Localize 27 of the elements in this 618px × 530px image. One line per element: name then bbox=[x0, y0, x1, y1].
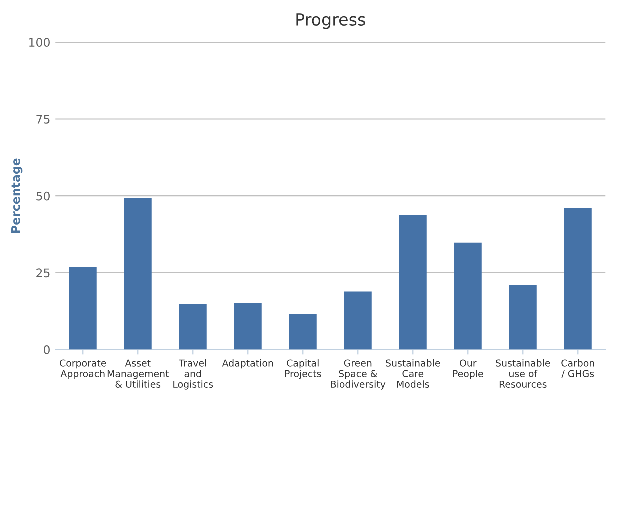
y-tick-label: 0 bbox=[44, 346, 50, 354]
y-tick-label: 75 bbox=[36, 115, 50, 124]
bar bbox=[289, 314, 317, 350]
x-tick-label: Asset Management & Utilities bbox=[108, 360, 170, 388]
y-tick-label: 25 bbox=[36, 268, 50, 278]
x-tick-label: Capital Projects bbox=[285, 360, 322, 380]
bar bbox=[124, 198, 152, 350]
bar bbox=[564, 208, 592, 350]
x-tick-label: Sustainable Care Models bbox=[386, 360, 440, 388]
x-tick-label: Sustainable use of Resources bbox=[496, 360, 550, 388]
y-axis-title: Percentage bbox=[12, 158, 23, 233]
y-tick-label: 50 bbox=[36, 192, 50, 201]
x-tick-label: Carbon / GHGs bbox=[562, 360, 594, 378]
bar bbox=[234, 303, 262, 350]
x-tick-label: Our People bbox=[453, 360, 484, 380]
bar bbox=[399, 215, 427, 350]
bar bbox=[509, 286, 537, 350]
x-tick-label: Corporate Approach bbox=[60, 360, 106, 380]
bar bbox=[454, 242, 482, 350]
x-tick-label: Adaptation bbox=[222, 360, 274, 369]
bar bbox=[179, 304, 207, 350]
x-tick-label: Green Space & Biodiversity bbox=[331, 360, 386, 390]
y-tick-label: 100 bbox=[30, 38, 50, 48]
bar bbox=[344, 292, 372, 350]
chart-title: Progress bbox=[296, 14, 366, 30]
x-tick-label: Travel and Logistics bbox=[174, 360, 214, 390]
bar bbox=[69, 267, 97, 350]
